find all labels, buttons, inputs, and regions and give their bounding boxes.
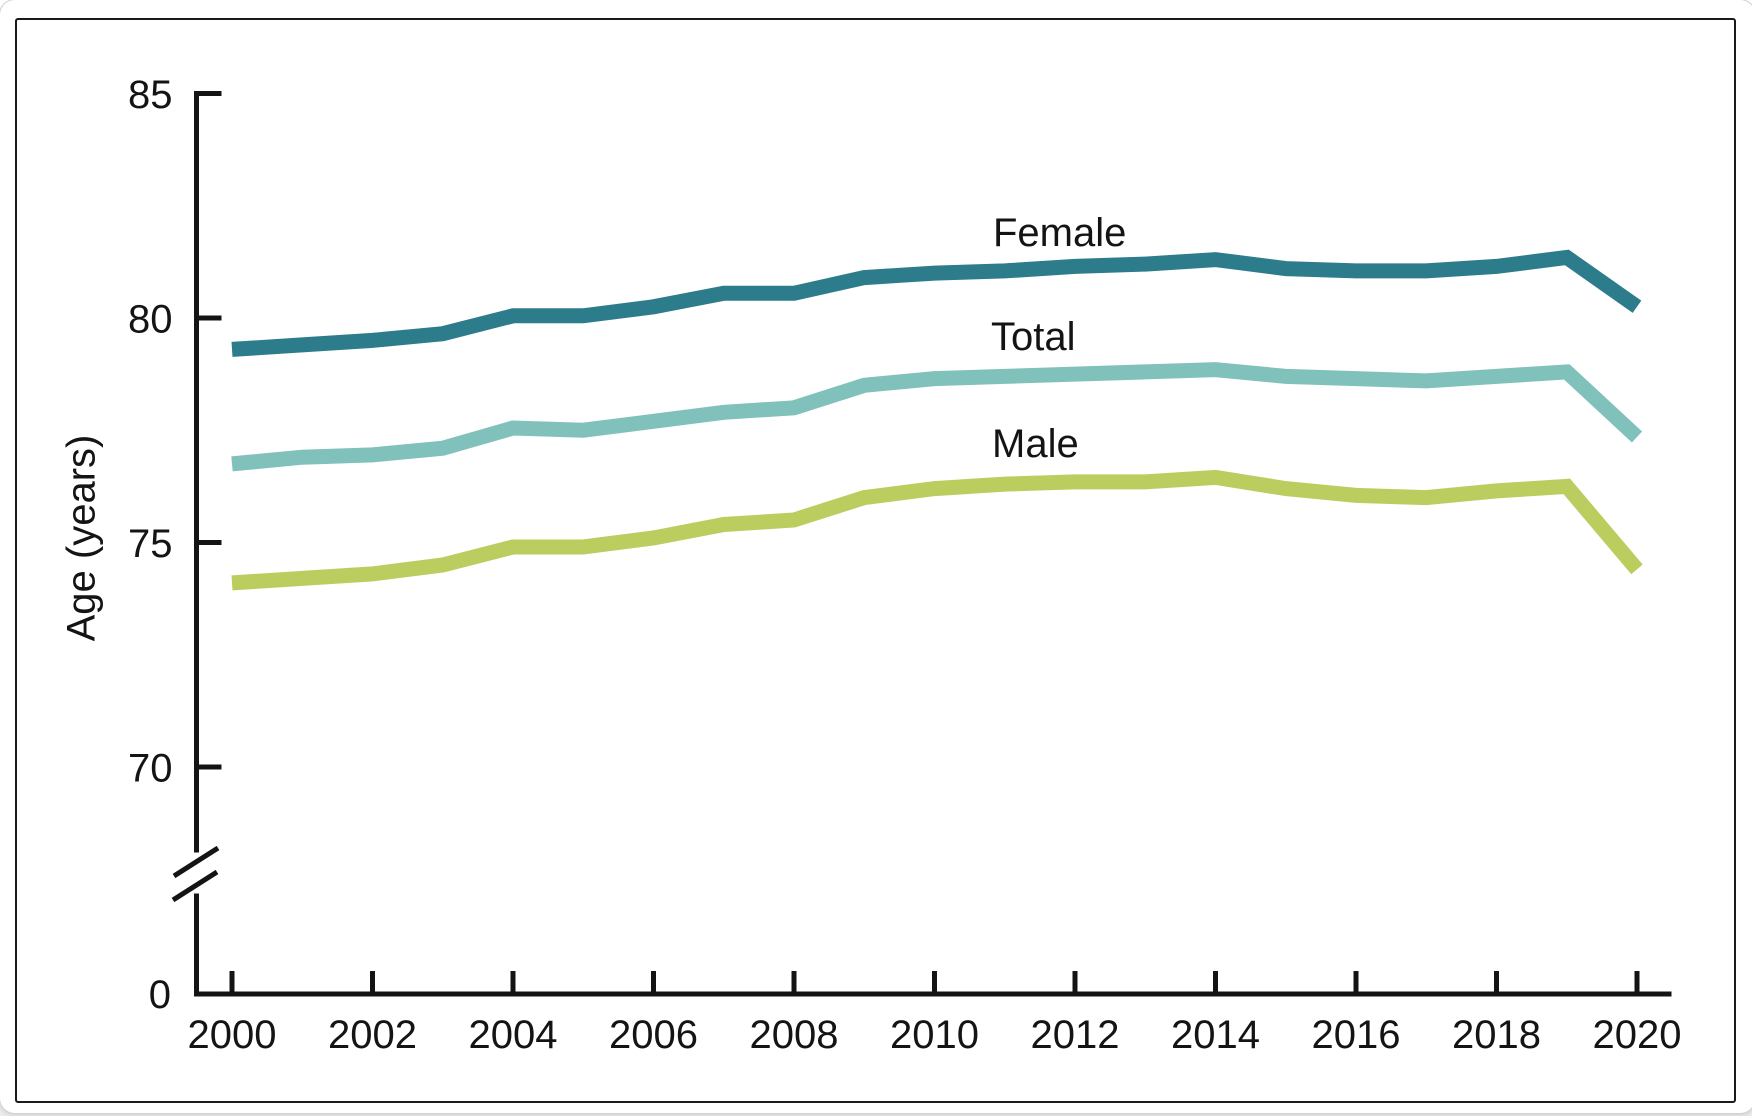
svg-text:80: 80: [128, 297, 173, 341]
svg-text:70: 70: [128, 746, 173, 790]
svg-text:2014: 2014: [1171, 1013, 1260, 1057]
svg-text:0: 0: [149, 973, 171, 1017]
svg-text:2018: 2018: [1452, 1013, 1541, 1057]
svg-text:2016: 2016: [1312, 1013, 1401, 1057]
svg-text:2008: 2008: [750, 1013, 839, 1057]
svg-text:Age (years): Age (years): [60, 435, 104, 642]
svg-text:2004: 2004: [469, 1013, 558, 1057]
svg-text:2000: 2000: [188, 1013, 277, 1057]
svg-text:75: 75: [128, 522, 173, 566]
svg-text:Male: Male: [992, 422, 1079, 466]
svg-text:Total: Total: [991, 315, 1076, 359]
svg-text:Female: Female: [993, 211, 1126, 255]
svg-text:2002: 2002: [328, 1013, 417, 1057]
svg-text:2006: 2006: [609, 1013, 698, 1057]
svg-text:2010: 2010: [890, 1013, 979, 1057]
svg-text:2020: 2020: [1593, 1013, 1682, 1057]
svg-text:85: 85: [128, 73, 173, 117]
svg-text:2012: 2012: [1031, 1013, 1120, 1057]
